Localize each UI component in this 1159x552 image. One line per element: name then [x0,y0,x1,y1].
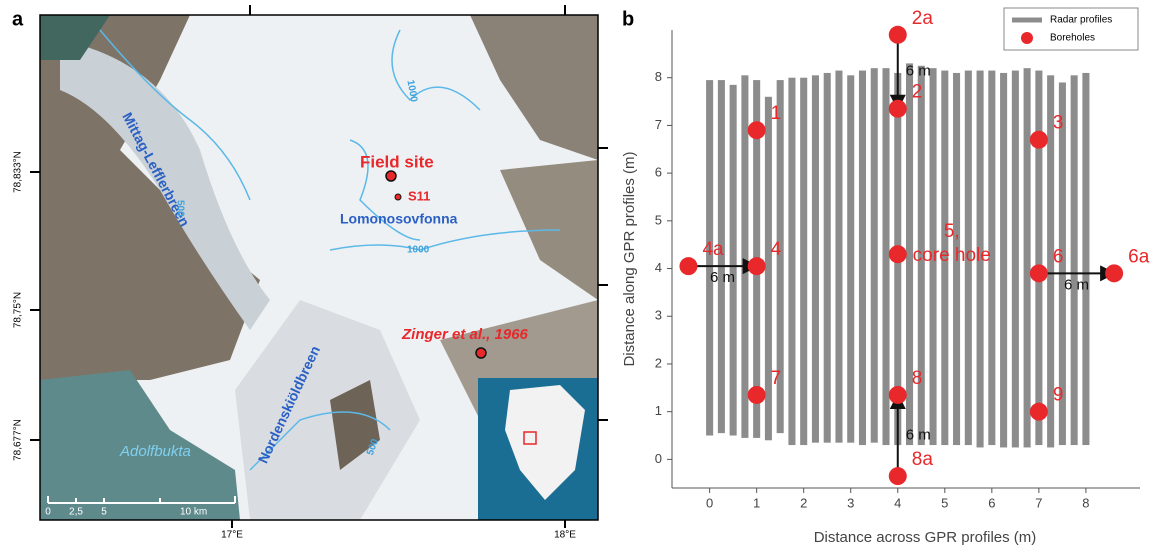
legend-label: Boreholes [1050,33,1095,44]
scale-label: 10 km [180,507,207,518]
radar-profile [847,75,854,442]
borehole-label: 5, [944,221,960,242]
borehole [889,386,907,404]
place-label: S11 [408,188,430,203]
legend-label: Radar profiles [1050,15,1112,26]
y-tick-label: 5 [655,212,662,227]
radar-profile [1024,68,1031,447]
borehole [748,121,766,139]
panel-label: b [622,8,634,30]
x-tick-label: 3 [847,495,854,510]
place-label: Zinger et al., 1966 [401,326,529,343]
borehole-label: 2a [912,8,934,29]
scale-label: 2,5 [69,507,83,518]
lat-label: 78,833°N [13,151,24,193]
radar-profile [859,71,866,446]
borehole [889,245,907,263]
radar-profile [788,78,795,445]
borehole [1030,264,1048,282]
x-tick-label: 6 [988,495,995,510]
radar-profile [741,75,748,438]
x-tick-label: 4 [894,495,901,510]
y-tick-label: 3 [655,308,662,323]
x-tick-label: 5 [941,495,948,510]
borehole-label: 2 [912,82,923,103]
place-label: Field site [360,152,434,171]
scale-label: 0 [45,507,51,518]
radar-profile [1035,71,1042,446]
y-tick-label: 6 [655,165,662,180]
page: a 78,833°N 78,75°N 78,677°N 17°E 18°E Mi… [0,0,1159,552]
borehole-label: 7 [771,368,782,389]
distance-label: 6 m [906,426,931,443]
x-tick-label: 8 [1082,495,1089,510]
x-tick-label: 2 [800,495,807,510]
borehole [748,257,766,275]
place-label: Adolfbukta [119,443,191,460]
borehole-label: core hole [913,245,991,266]
lat-label: 78,75°N [13,292,24,328]
borehole-label: 8 [912,368,923,389]
borehole [748,386,766,404]
radar-profile [1071,75,1078,445]
chart-panel: b Distance across GPR profiles (m) Dista… [621,8,1150,546]
borehole [1030,131,1048,149]
y-tick-label: 1 [655,403,662,418]
borehole-label: 3 [1053,113,1064,134]
panel-label: a [12,8,24,30]
borehole-label: 9 [1053,385,1064,406]
scale-label: 5 [101,507,107,518]
y-tick-label: 8 [655,69,662,84]
radar-profile [1012,71,1019,448]
map-panel: a 78,833°N 78,75°N 78,677°N 17°E 18°E Mi… [12,5,608,541]
x-axis-label: Distance across GPR profiles (m) [814,529,1037,546]
borehole-label: 1 [771,103,782,124]
borehole-label: 6 [1053,246,1064,267]
lon-label: 18°E [554,530,576,541]
radar-profile [800,78,807,445]
borehole [1030,403,1048,421]
y-tick-label: 2 [655,355,662,370]
y-tick-label: 4 [655,260,662,275]
figure: a 78,833°N 78,75°N 78,677°N 17°E 18°E Mi… [0,0,1159,547]
radar-profile [812,75,819,442]
lat-label: 78,677°N [13,419,24,461]
borehole [889,100,907,118]
radar-profile [824,73,831,443]
lon-label: 17°E [221,530,243,541]
contour-label: 500 [174,200,185,217]
y-tick-label: 7 [655,117,662,132]
radar-profile [871,68,878,443]
radar-profile [1082,73,1089,445]
borehole-label: 6a [1128,246,1150,267]
distance-label: 6 m [906,63,931,80]
borehole-label: 4 [771,239,782,260]
borehole [1105,264,1123,282]
radar-profile [730,85,737,436]
distance-label: 6 m [710,269,735,286]
borehole [889,467,907,485]
radar-profile [1000,73,1007,448]
contour-label: 1000 [407,245,430,256]
place-label: Lomonosovfonna [340,211,458,227]
borehole-label: 8a [912,449,934,470]
distance-label: 6 m [1064,276,1089,293]
y-tick-label: 0 [655,451,662,466]
radar-profile [882,68,889,445]
borehole-label: 4a [702,239,724,260]
borehole [889,26,907,44]
borehole [679,257,697,275]
x-tick-label: 1 [753,495,760,510]
x-tick-label: 7 [1035,495,1042,510]
x-tick-label: 0 [706,495,713,510]
radar-profile [835,71,842,443]
legend-swatch [1021,32,1033,44]
y-axis-label: Distance along GPR profiles (m) [621,151,638,366]
